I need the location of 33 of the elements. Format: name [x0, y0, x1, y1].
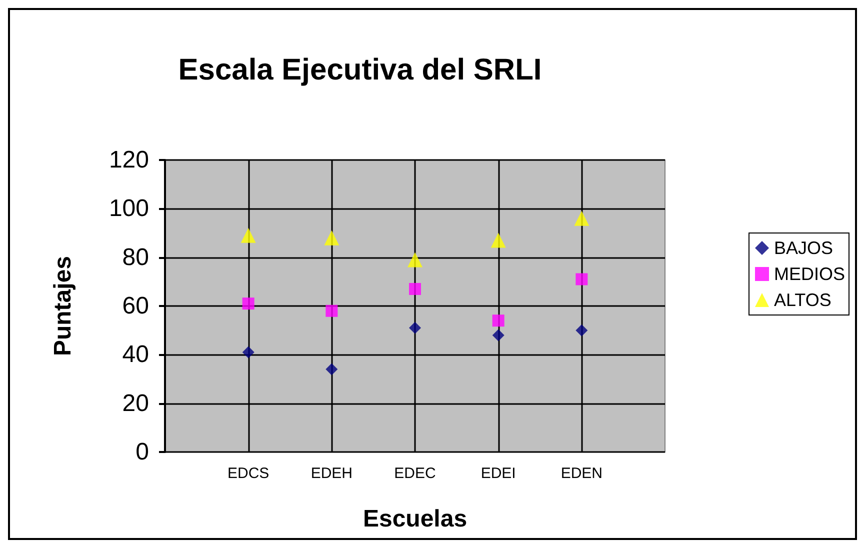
legend-label: ALTOS	[774, 290, 832, 310]
point	[576, 273, 588, 286]
y-axis-title: Puntajes	[50, 256, 76, 356]
y-tick-label: 0	[136, 438, 149, 466]
point	[242, 346, 254, 358]
point	[324, 230, 340, 246]
point	[409, 282, 421, 295]
point	[409, 322, 421, 334]
x-axis-title: Escuelas	[362, 506, 468, 532]
chart-title: Escala Ejecutiva del SRLI	[178, 54, 542, 86]
x-tick-label: EDEI	[480, 465, 516, 482]
point	[492, 329, 504, 342]
legend-label: BAJOS	[774, 238, 834, 258]
y-tick-label: 20	[122, 390, 149, 417]
point	[490, 232, 506, 248]
y-tick-label: 80	[122, 244, 149, 271]
point	[242, 298, 254, 310]
point	[326, 304, 338, 317]
legend-label: MEDIOS	[774, 264, 846, 284]
x-tick-label: EDEC	[394, 465, 436, 482]
point	[326, 363, 338, 376]
point	[576, 324, 588, 336]
y-tick-label: 120	[108, 146, 149, 174]
point	[574, 210, 590, 226]
y-tick-label: 40	[122, 341, 149, 368]
y-tick-label: 100	[108, 195, 149, 222]
x-tick-label: EDEH	[310, 465, 353, 482]
point	[240, 228, 256, 243]
x-tick-label: EDEN	[560, 465, 603, 482]
point	[492, 314, 504, 327]
point	[408, 252, 422, 268]
y-tick-label: 60	[122, 292, 149, 320]
x-tick-label: EDCS	[227, 465, 270, 482]
